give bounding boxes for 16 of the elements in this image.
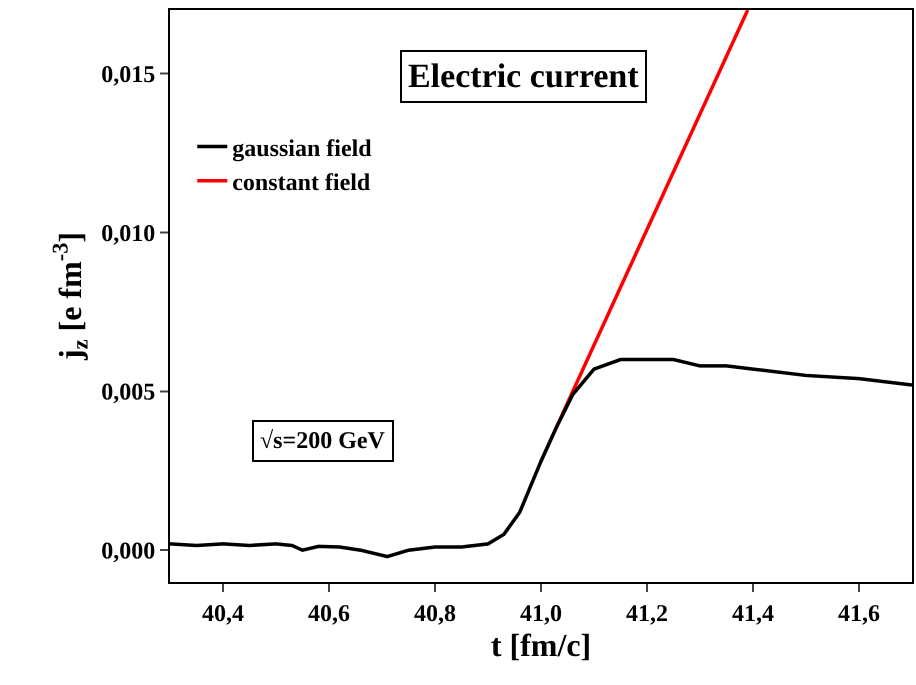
legend-label: constant field	[232, 170, 371, 196]
x-tick-label: 41,4	[732, 600, 774, 627]
x-tick-label: 41,6	[838, 600, 880, 627]
x-tick-label: 40,6	[308, 600, 350, 627]
text: Electric current	[408, 58, 640, 95]
x-tick-label: 40,8	[414, 600, 456, 627]
x-axis-title: t [fm/c]	[490, 626, 592, 663]
x-tick-label: 41,2	[626, 600, 668, 627]
y-tick-label: 0,000	[101, 538, 156, 565]
y-tick-label: 0,005	[101, 380, 156, 406]
annotation: √s=200 GeV	[260, 428, 386, 454]
y-tick-label: 0,010	[101, 220, 156, 247]
x-tick-label: 41,0	[520, 600, 562, 627]
x-tick-label: 40,4	[202, 600, 244, 627]
legend-label: gaussian field	[232, 136, 372, 162]
y-tick-label: 0,015	[101, 62, 156, 88]
